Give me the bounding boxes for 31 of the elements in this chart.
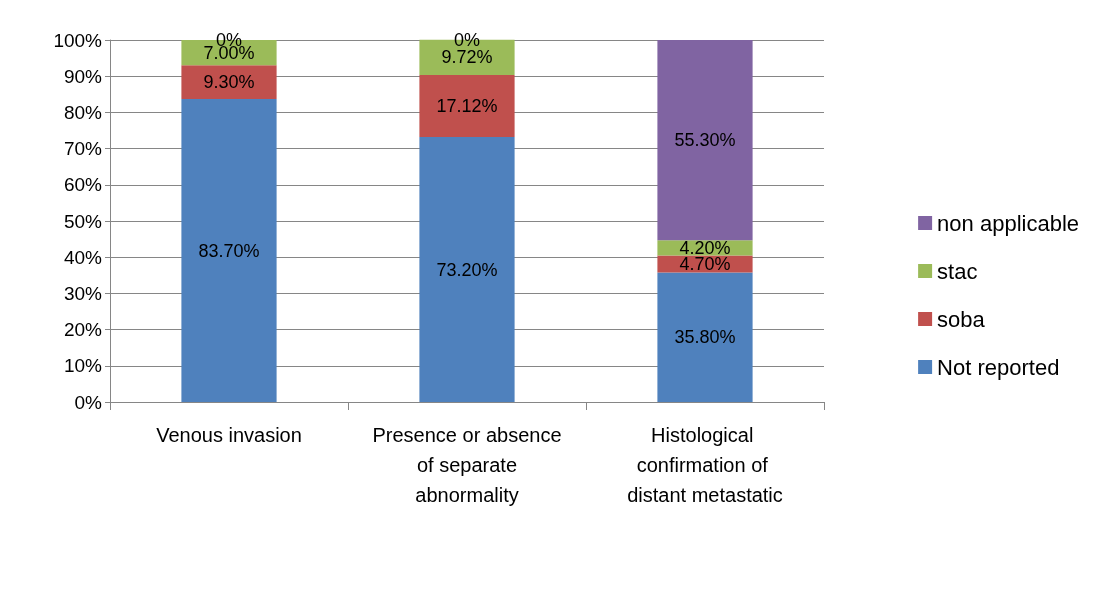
- bar: [419, 75, 515, 138]
- data-label: 73.20%: [436, 259, 498, 280]
- x-tick-label: Venous invasion: [156, 424, 302, 446]
- data-label: 9.72%: [441, 47, 493, 68]
- bar: [657, 40, 753, 241]
- data-label: 83.70%: [198, 240, 260, 261]
- bar: [181, 65, 277, 100]
- y-tick-label: 30%: [63, 282, 103, 304]
- y-tick-label: 90%: [63, 65, 103, 87]
- x-tick-label: Histological confirmation of distant metastatic: [627, 424, 783, 506]
- y-tick-label: 0%: [74, 391, 103, 413]
- y-tick-label: 70%: [63, 138, 103, 160]
- x-tick-label: Presence or absence of separate abnormality: [372, 424, 562, 506]
- legend-label: Not reported: [937, 354, 1060, 380]
- y-tick-label: 10%: [63, 355, 103, 377]
- legend-label: soba: [937, 306, 986, 332]
- data-label: 35.80%: [674, 327, 736, 348]
- data-label: 55.30%: [674, 130, 736, 151]
- bar: [657, 272, 753, 402]
- y-tick-label: 100%: [53, 29, 103, 51]
- bar: [419, 137, 515, 402]
- y-tick-label: 80%: [63, 101, 103, 123]
- bar: [181, 99, 277, 402]
- legend-label: non applicable: [937, 210, 1080, 236]
- data-label: 9.30%: [203, 72, 255, 93]
- y-tick-label: 60%: [63, 174, 103, 196]
- y-tick-label: 20%: [63, 319, 103, 341]
- y-tick-label: 40%: [63, 246, 103, 268]
- data-label: 17.12%: [436, 96, 498, 117]
- y-tick-label: 50%: [63, 210, 103, 232]
- legend-label: stac: [937, 258, 978, 284]
